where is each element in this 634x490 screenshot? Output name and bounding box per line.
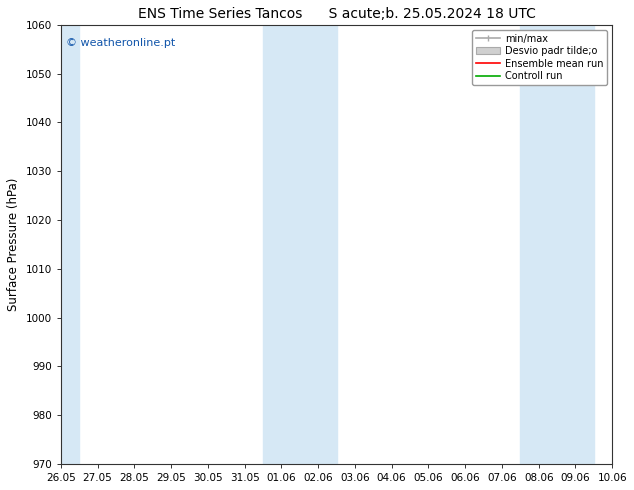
Bar	[42, 25, 79, 464]
Y-axis label: Surface Pressure (hPa): Surface Pressure (hPa)	[7, 178, 20, 311]
Bar	[521, 25, 594, 464]
Title: ENS Time Series Tancos      S acute;b. 25.05.2024 18 UTC: ENS Time Series Tancos S acute;b. 25.05.…	[138, 7, 536, 21]
Legend: min/max, Desvio padr tilde;o, Ensemble mean run, Controll run: min/max, Desvio padr tilde;o, Ensemble m…	[472, 30, 607, 85]
Text: © weatheronline.pt: © weatheronline.pt	[67, 38, 176, 48]
Bar	[263, 25, 337, 464]
